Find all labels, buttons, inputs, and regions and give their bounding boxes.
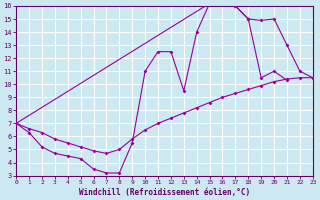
X-axis label: Windchill (Refroidissement éolien,°C): Windchill (Refroidissement éolien,°C) (79, 188, 250, 197)
